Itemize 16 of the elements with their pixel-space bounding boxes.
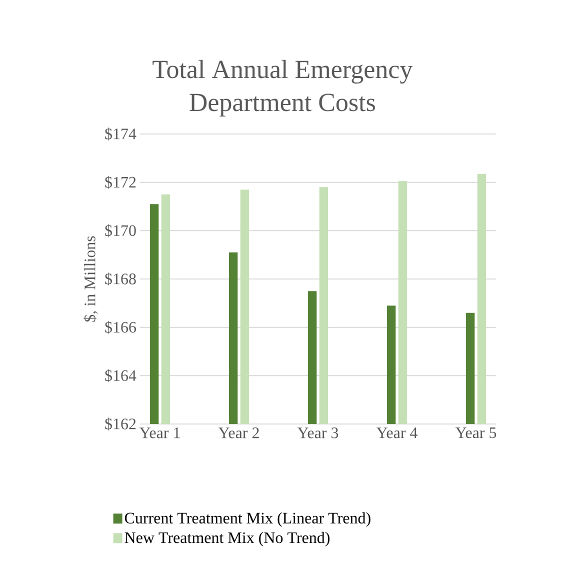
- y-tick-label: $166: [105, 320, 136, 334]
- y-tick-label: $172: [105, 176, 136, 189]
- legend-label: Current Treatment Mix (Linear Trend): [124, 512, 370, 527]
- y-tick-label: $162: [105, 418, 136, 430]
- y-tick-label: $168: [105, 272, 136, 286]
- legend-label: New Treatment Mix (No Trend): [124, 532, 330, 546]
- y-tick-label: $174: [105, 128, 136, 140]
- x-tick-label: Year 2: [218, 428, 259, 438]
- x-tick-label: Year 5: [455, 428, 496, 438]
- x-tick-label: Year 3: [297, 428, 338, 438]
- y-axis-title: $, in Millions: [84, 236, 98, 322]
- y-tick-label: $170: [105, 224, 136, 238]
- x-tick-label: Year 4: [376, 428, 418, 438]
- chart-title: Total Annual Emergency Department Costs: [152, 60, 413, 116]
- y-tick-label: $164: [105, 369, 136, 382]
- x-tick-label: Year 1: [139, 428, 180, 438]
